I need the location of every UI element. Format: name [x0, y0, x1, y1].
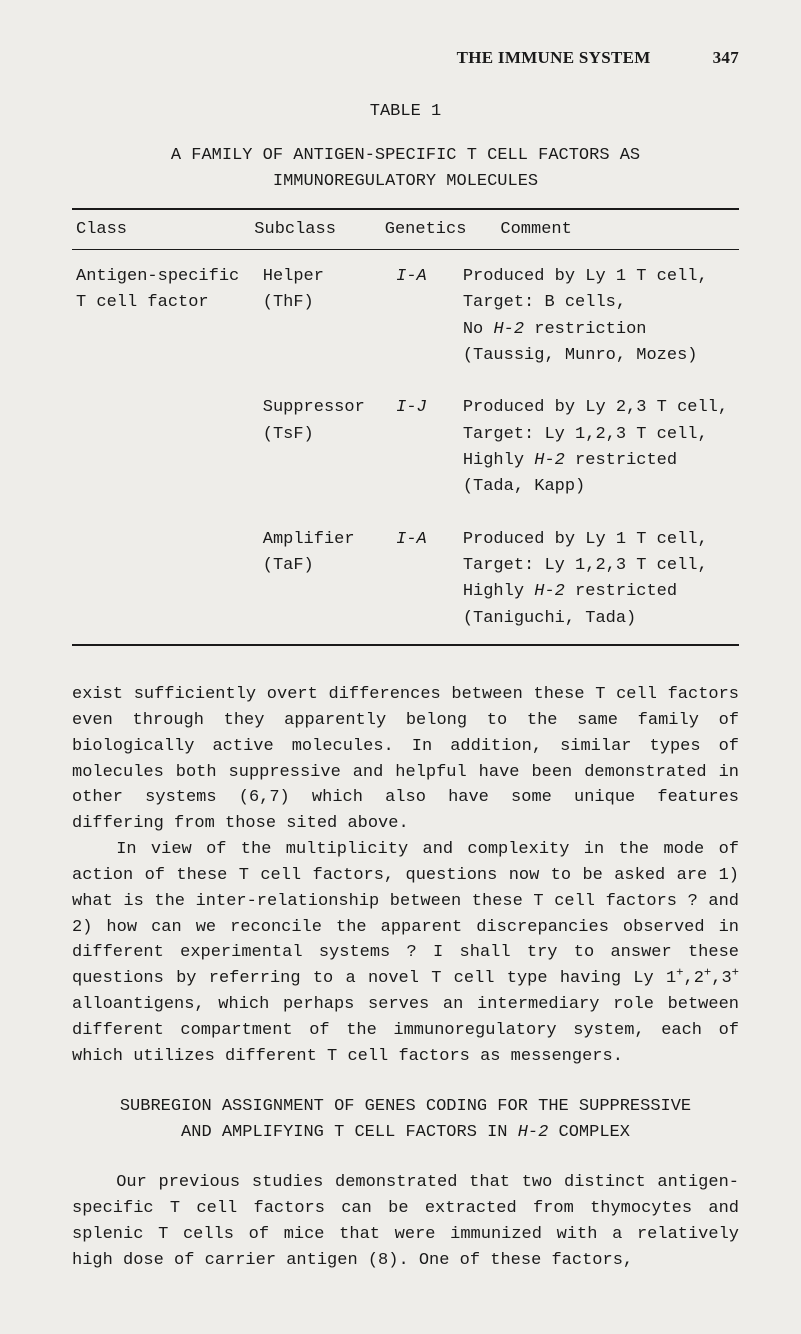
- running-title: THE IMMUNE SYSTEM: [457, 48, 651, 68]
- table-caption: TABLE 1: [72, 102, 739, 121]
- data-table-body: Antigen-specificT cell factorHelper(ThF)…: [72, 250, 739, 644]
- header-genetics: Genetics: [381, 210, 471, 249]
- cell-subclass: Helper(ThF): [259, 250, 392, 381]
- page-container: THE IMMUNE SYSTEM 347 TABLE 1 A FAMILY O…: [0, 0, 801, 1334]
- paragraph-1: exist sufficiently overt differences bet…: [72, 682, 739, 837]
- header-class: Class: [72, 210, 250, 249]
- cell-comment: Produced by Ly 1 T cell,Target: Ly 1,2,3…: [459, 513, 739, 644]
- cell-subclass: Suppressor(TsF): [259, 381, 392, 512]
- cell-class: Antigen-specificT cell factor: [72, 250, 259, 381]
- section-heading: SUBREGION ASSIGNMENT OF GENES CODING FOR…: [72, 1094, 739, 1147]
- table-title: A FAMILY OF ANTIGEN-SPECIFIC T CELL FACT…: [72, 143, 739, 194]
- paragraph-3: Our previous studies demonstrated that t…: [72, 1170, 739, 1273]
- paragraph-2: In view of the multiplicity and complexi…: [72, 837, 739, 1069]
- table-rule-bottom: [72, 644, 739, 646]
- cell-comment: Produced by Ly 2,3 T cell,Target: Ly 1,2…: [459, 381, 739, 512]
- cell-subclass: Amplifier(TaF): [259, 513, 392, 644]
- data-table: Class Subclass Genetics Comment: [72, 210, 739, 249]
- table-row: Antigen-specificT cell factorHelper(ThF)…: [72, 250, 739, 381]
- body-text: exist sufficiently overt differences bet…: [72, 682, 739, 1273]
- table-title-line-1: A FAMILY OF ANTIGEN-SPECIFIC T CELL FACT…: [171, 146, 640, 165]
- cell-genetics: I-A: [392, 513, 459, 644]
- table-header-row: Class Subclass Genetics Comment: [72, 210, 739, 249]
- running-header: THE IMMUNE SYSTEM 347: [72, 48, 739, 68]
- page-number: 347: [713, 48, 739, 68]
- section-line-2: AND AMPLIFYING T CELL FACTORS IN H-2 COM…: [181, 1123, 630, 1142]
- cell-genetics: I-A: [392, 250, 459, 381]
- header-comment: Comment: [470, 210, 739, 249]
- cell-class: [72, 513, 259, 644]
- table-title-line-2: IMMUNOREGULATORY MOLECULES: [273, 172, 538, 191]
- cell-genetics: I-J: [392, 381, 459, 512]
- cell-class: [72, 381, 259, 512]
- table-row: Amplifier(TaF)I-AProduced by Ly 1 T cell…: [72, 513, 739, 644]
- header-subclass: Subclass: [250, 210, 380, 249]
- section-line-1: SUBREGION ASSIGNMENT OF GENES CODING FOR…: [120, 1097, 691, 1116]
- cell-comment: Produced by Ly 1 T cell,Target: B cells,…: [459, 250, 739, 381]
- table-row: Suppressor(TsF)I-JProduced by Ly 2,3 T c…: [72, 381, 739, 512]
